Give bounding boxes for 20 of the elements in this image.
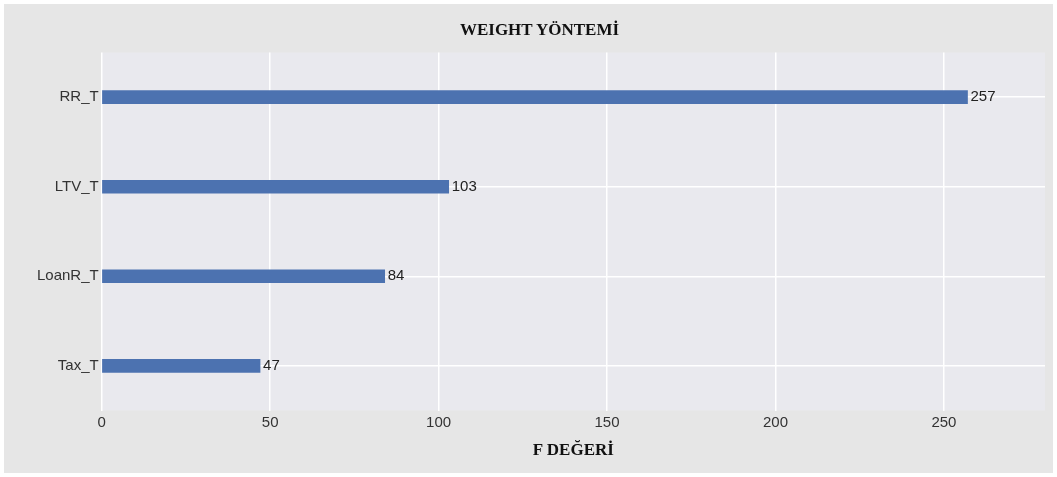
x-tick-label: 50 — [261, 412, 279, 430]
x-tick-label: 100 — [426, 412, 452, 430]
bar — [102, 179, 450, 194]
y-tick-label: Tax_T — [57, 355, 99, 373]
chart-title: WEIGHT YÖNTEMİ — [459, 19, 620, 39]
data-label: 257 — [970, 87, 996, 105]
data-label: 84 — [387, 266, 405, 284]
data-label: 103 — [451, 176, 477, 194]
bar — [102, 269, 386, 284]
x-axis-title: F DEĞERİ — [532, 440, 615, 460]
bar — [102, 90, 968, 105]
data-label: 47 — [263, 355, 280, 373]
y-tick-label: LoanR_T — [36, 266, 99, 284]
x-tick-label: 250 — [931, 412, 957, 430]
y-tick-label: RR_T — [59, 87, 99, 105]
x-tick-label: 200 — [762, 412, 788, 430]
x-tick-label: 0 — [97, 412, 106, 430]
y-tick-label: LTV_T — [54, 176, 99, 194]
x-tick-label: 150 — [594, 412, 620, 430]
bar — [102, 359, 261, 373]
